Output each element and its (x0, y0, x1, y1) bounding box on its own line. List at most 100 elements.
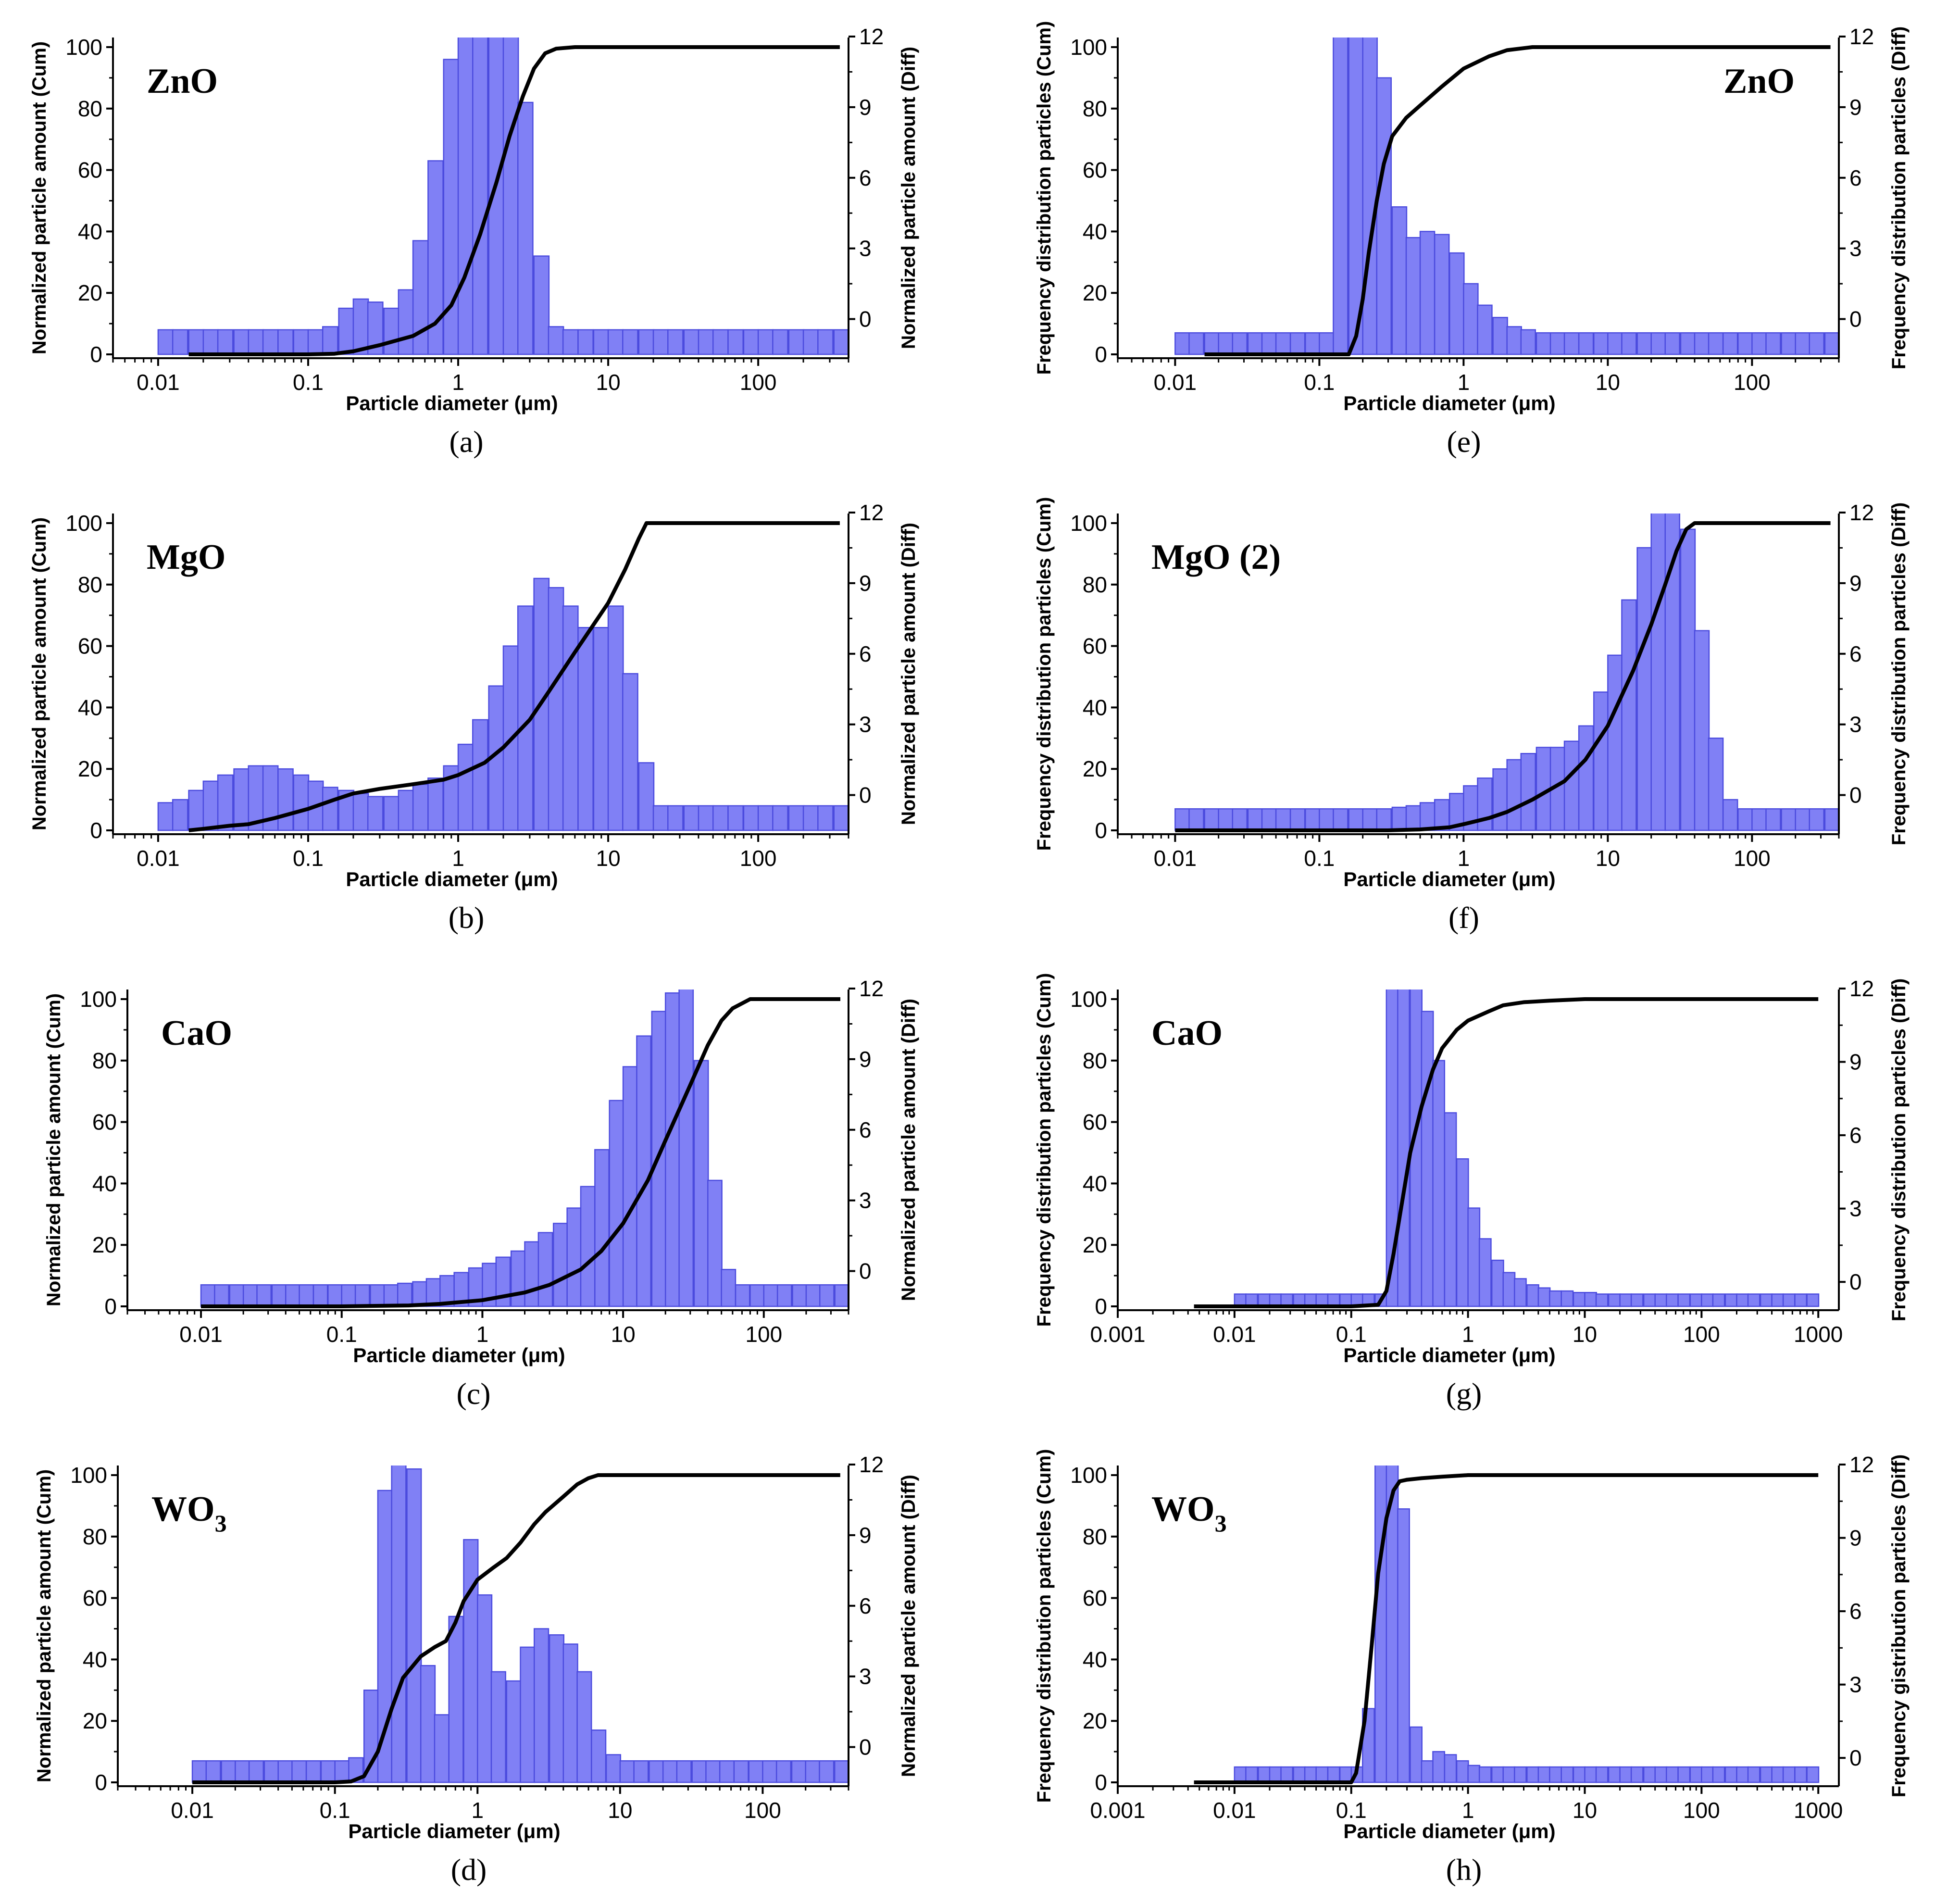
y-right-tick-label: 9 (1849, 571, 1862, 596)
y-right-tick-label: 12 (859, 1452, 884, 1477)
histogram-bar (217, 774, 234, 831)
histogram-bar (1234, 1766, 1247, 1783)
histogram-bar (214, 1284, 229, 1307)
y-right-tick-label: 9 (859, 95, 872, 120)
histogram-bar (593, 329, 610, 355)
histogram-bar (370, 1284, 385, 1307)
histogram-bar (638, 329, 655, 355)
y-right-tick-label: 9 (1849, 1526, 1862, 1551)
histogram-bar (391, 1466, 407, 1783)
y-left-tick-label: 40 (92, 1171, 117, 1196)
histogram-bar (805, 1284, 821, 1307)
histogram-bar (1333, 38, 1348, 355)
y-right-tick-label: 0 (1849, 307, 1862, 332)
histogram-bar (1689, 1766, 1703, 1783)
histogram-bar (271, 1284, 287, 1307)
x-tick-label: 10 (596, 846, 620, 871)
y-left-tick-label: 40 (1083, 1647, 1107, 1672)
histogram-bar (683, 805, 700, 831)
histogram-bar (733, 1760, 749, 1783)
histogram-bar (1319, 332, 1335, 355)
y-left-tick-label: 60 (1083, 634, 1107, 659)
panel-caption: (d) (451, 1853, 487, 1887)
histogram-bar (1232, 808, 1248, 831)
x-tick-label: 1 (1462, 1798, 1474, 1823)
histogram-bar (354, 1284, 370, 1307)
histogram-bar (263, 1760, 279, 1783)
y-left-tick-label: 60 (1083, 1586, 1107, 1611)
histogram-bar (517, 101, 534, 355)
x-tick-label: 0.01 (179, 1322, 223, 1347)
y-left-axis-label: Frequency distribution particles (Cum) (1034, 497, 1055, 851)
x-tick-label: 100 (1683, 1798, 1720, 1823)
histogram-bar (1809, 332, 1825, 355)
histogram-bar (205, 1760, 221, 1783)
x-tick-label: 1000 (1794, 1798, 1843, 1823)
histogram-bar (1563, 740, 1580, 831)
y-right-tick-label: 3 (1849, 712, 1862, 737)
histogram-bar (1289, 332, 1306, 355)
x-tick-label: 10 (1596, 846, 1620, 871)
histogram-bar (652, 329, 669, 355)
panel-e: 0 20 40 60 80 100 0 3 6 9 12 0.01 0.1 1 10 100 Particle … (978, 0, 1935, 462)
histogram-bar (676, 1760, 692, 1783)
histogram-bar (1578, 332, 1594, 355)
histogram-bar (1593, 332, 1609, 355)
histogram-bar (1293, 1766, 1306, 1783)
x-axis-label: Particle diameter (μm) (346, 868, 558, 890)
histogram-bar (776, 1284, 792, 1307)
y-right-axis-label: Normalized particle amount (Diff) (898, 47, 919, 349)
y-left-tick-label: 40 (78, 695, 102, 720)
histogram-bar (707, 1179, 723, 1307)
material-label: WO3 (1151, 1490, 1227, 1537)
histogram-bar (299, 1284, 314, 1307)
histogram-bar (619, 1760, 635, 1783)
histogram-bar (712, 805, 729, 831)
histogram-bar (705, 1760, 721, 1783)
y-left-tick-label: 0 (1095, 342, 1107, 367)
histogram-bar (649, 1760, 664, 1783)
histogram-bar (1261, 808, 1277, 831)
y-right-tick-label: 9 (1849, 1050, 1862, 1075)
histogram-bar (1275, 332, 1291, 355)
histogram-bar (1694, 630, 1710, 831)
y-left-tick-label: 40 (83, 1647, 107, 1672)
histogram-bar (534, 1628, 549, 1783)
histogram-bars (200, 990, 849, 1307)
histogram-bar (1560, 1766, 1574, 1783)
histogram-bar (691, 1760, 707, 1783)
histogram-bar (743, 329, 760, 355)
y-left-tick-label: 0 (90, 818, 102, 843)
histogram-bar (1643, 1766, 1656, 1783)
histogram-bar (1289, 808, 1306, 831)
histogram-bar (172, 799, 188, 831)
histogram-bar (1432, 1751, 1446, 1783)
histogram-bar (1478, 1238, 1492, 1307)
histogram-bar (1432, 1060, 1446, 1307)
chart-e: 0 20 40 60 80 100 0 3 6 9 12 0.01 0.1 1 10 100 Particle … (1034, 21, 1910, 459)
histogram-bar (202, 780, 219, 831)
histogram-bar (1362, 38, 1378, 355)
histogram-bar (1712, 1766, 1725, 1783)
histogram-bar (1751, 332, 1767, 355)
panel-caption: (h) (1446, 1853, 1482, 1887)
histogram-bar (383, 307, 400, 355)
material-subscript: 3 (1215, 1510, 1227, 1537)
y-left-tick-label: 20 (1083, 756, 1107, 781)
histogram-bar (1619, 1766, 1633, 1783)
x-axis-label: Particle diameter (μm) (353, 1344, 565, 1366)
histogram-bar (553, 1223, 568, 1307)
y-left-tick-label: 80 (1083, 96, 1107, 121)
histogram-bar (1434, 234, 1450, 355)
histogram-bar (341, 1284, 357, 1307)
y-left-tick-label: 100 (1070, 35, 1107, 60)
y-right-axis-label: Frequency distribution particles (Diff) (1888, 502, 1910, 845)
histogram-bar (217, 329, 234, 355)
histogram-bar (1677, 1293, 1691, 1307)
histogram-bar (1258, 1766, 1271, 1783)
histogram-bar (549, 1634, 564, 1783)
histogram-bar (1492, 768, 1508, 831)
histogram-bar (320, 1760, 336, 1783)
y-left-tick-label: 60 (1083, 158, 1107, 183)
